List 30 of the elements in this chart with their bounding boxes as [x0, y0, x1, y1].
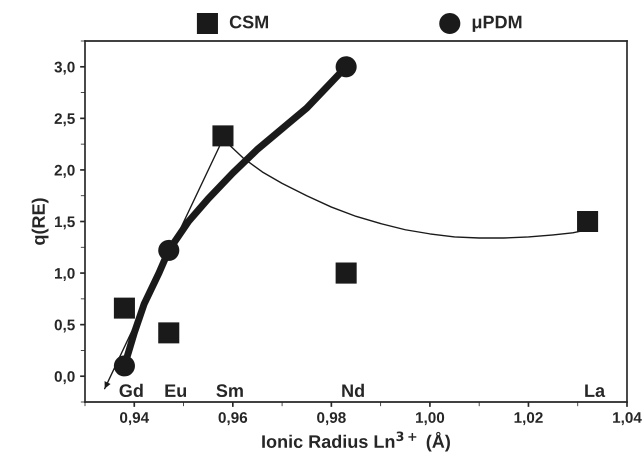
- y-tick-label: 1,0: [55, 268, 75, 281]
- point: [158, 240, 180, 261]
- annotation: Eu: [165, 384, 186, 398]
- point: [336, 56, 357, 78]
- point: [577, 210, 598, 232]
- annotation: La: [585, 384, 606, 398]
- point: [114, 355, 135, 376]
- annotation: Sm: [216, 384, 243, 398]
- x-tick-label: 0,94: [120, 412, 150, 426]
- x-axis-title: Ionic Radius Ln$^{3+}$ (Å): [262, 432, 450, 452]
- x-tick-label: 0,98: [317, 412, 346, 426]
- annotation: Nd: [342, 384, 364, 398]
- legend-label: CSM: [230, 16, 268, 28]
- x-tick-label: 1,04: [613, 412, 642, 426]
- x-tick-label: 0,96: [218, 412, 248, 426]
- y-axis-title: q(RE): [32, 198, 48, 245]
- x-tick-label: 1,02: [514, 412, 543, 426]
- point: [158, 322, 180, 344]
- point: [114, 298, 135, 319]
- y-tick-label: 0,0: [54, 371, 75, 384]
- point: [336, 262, 357, 284]
- y-tick-label: 2,0: [54, 164, 75, 178]
- y-tick-label: 2,5: [54, 113, 75, 126]
- y-tick-label: 3,0: [54, 62, 75, 75]
- y-tick-label: 0,5: [54, 320, 75, 333]
- y-tick-label: 1,5: [55, 216, 75, 230]
- legend-label: μPDM: [472, 16, 522, 32]
- annotation: Gd: [120, 384, 143, 398]
- point: [212, 125, 234, 146]
- x-tick-label: 1,00: [416, 412, 444, 426]
